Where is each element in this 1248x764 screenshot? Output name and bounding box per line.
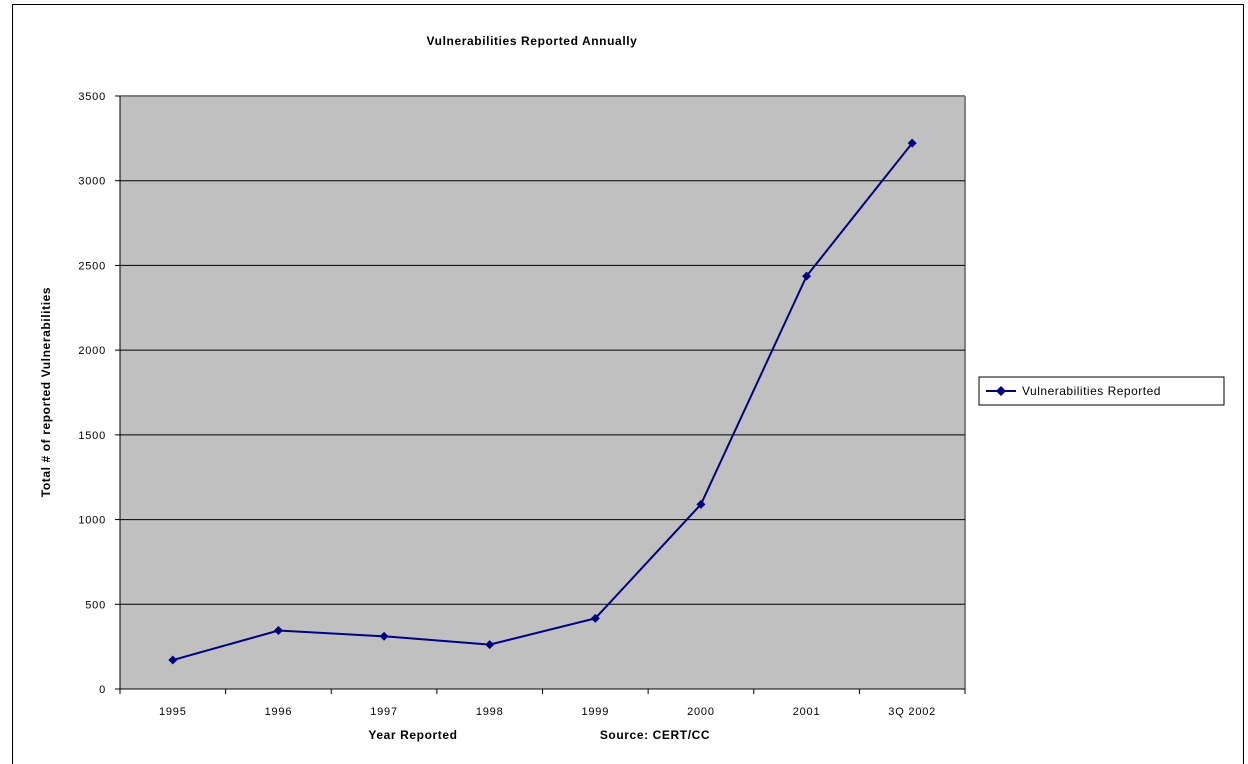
chart-title: Vulnerabilities Reported Annually xyxy=(427,34,638,48)
gridlines xyxy=(120,180,965,605)
x-tick-label: 3Q 2002 xyxy=(888,706,936,718)
x-tick-label: 2001 xyxy=(793,706,821,718)
y-tick-label: 1000 xyxy=(78,515,106,527)
legend: Vulnerabilities Reported xyxy=(978,376,1225,406)
y-tick-label: 0 xyxy=(99,684,106,696)
legend-diamond-marker xyxy=(996,386,1006,396)
series-vulnerabilities-reported xyxy=(168,138,917,665)
source-note: Source: CERT/CC xyxy=(600,728,710,742)
data-point-marker xyxy=(590,613,600,623)
x-axis: 1995 1996 1997 1998 1999 2000 2001 3Q 2002 xyxy=(119,688,966,718)
x-tick-label: 2000 xyxy=(687,706,715,718)
data-point-marker xyxy=(485,640,495,650)
plot-area xyxy=(120,96,965,689)
chart-frame xyxy=(12,4,1244,764)
x-tick-label: 1998 xyxy=(476,706,504,718)
y-tick-label: 3000 xyxy=(78,176,106,188)
data-point-marker xyxy=(379,631,389,641)
data-point-marker xyxy=(168,655,178,665)
y-axis-title: Total # of reported Vulnerabilities xyxy=(39,287,53,497)
legend-box xyxy=(978,376,1225,406)
y-tick-label: 1500 xyxy=(78,430,106,442)
data-point-marker xyxy=(273,626,283,636)
y-tick-label: 3500 xyxy=(78,91,106,103)
y-tick-label: 2500 xyxy=(78,260,106,272)
data-point-marker xyxy=(802,271,812,281)
x-tick-label: 1996 xyxy=(265,706,293,718)
series-line xyxy=(172,142,913,661)
data-point-marker xyxy=(696,499,706,509)
x-axis-title: Year Reported xyxy=(368,728,457,742)
data-point-marker xyxy=(907,138,917,148)
y-tick-label: 500 xyxy=(85,599,106,611)
legend-label: Vulnerabilities Reported xyxy=(1022,384,1161,398)
x-tick-label: 1995 xyxy=(159,706,187,718)
y-tick-label: 2000 xyxy=(78,345,106,357)
x-tick-label: 1997 xyxy=(370,706,398,718)
y-axis: 0 500 1000 1500 2000 2500 3000 3500 xyxy=(78,91,121,696)
x-tick-label: 1999 xyxy=(581,706,609,718)
